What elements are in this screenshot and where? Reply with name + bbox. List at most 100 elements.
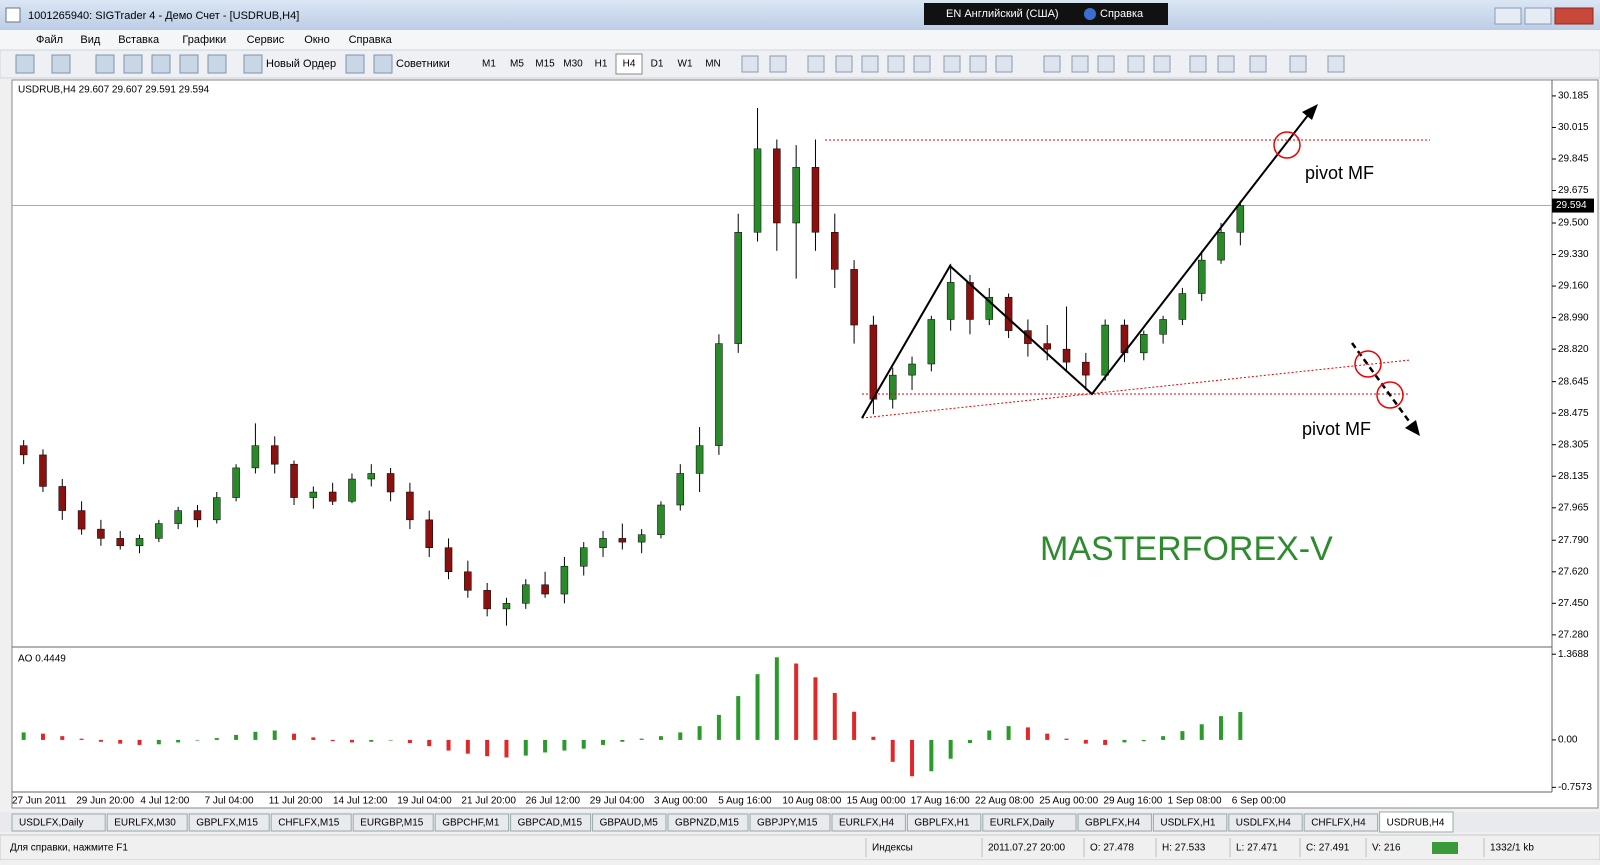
language[interactable]: EN Английский (США) (946, 8, 1059, 20)
tab[interactable] (831, 813, 906, 832)
minimize[interactable] (1494, 7, 1522, 25)
toolbar-icon[interactable] (95, 54, 115, 74)
tab-label[interactable]: EURLFX,M30 (114, 818, 176, 829)
menu-item[interactable]: Окно (304, 34, 330, 46)
tab-label[interactable]: USDLFX,Daily (19, 818, 83, 829)
tab[interactable] (188, 813, 270, 832)
tab-label[interactable]: GBPCHF,M1 (442, 818, 500, 829)
toolbar-icon[interactable] (123, 54, 143, 74)
y-tick-label: -0.7573 (1558, 782, 1592, 793)
menu-item[interactable]: Сервис (247, 34, 285, 46)
tab[interactable] (592, 813, 667, 832)
toolbar-icon[interactable] (1097, 55, 1115, 73)
experts[interactable]: Советники (396, 58, 450, 70)
tab-label[interactable]: EURGBP,M15 (360, 818, 424, 829)
timeframe[interactable]: D1 (651, 59, 664, 70)
tab[interactable] (106, 813, 188, 832)
tab-label[interactable]: CHFLFX,M15 (278, 818, 340, 829)
tab-label[interactable]: USDLFX,H4 (1236, 818, 1291, 829)
menu-item[interactable]: Файл (36, 34, 63, 46)
tab-label[interactable]: GBPLFX,H4 (1085, 818, 1140, 829)
toolbar-icon[interactable] (1071, 55, 1089, 73)
toolbar-icon[interactable] (1153, 55, 1171, 73)
tab[interactable] (1077, 813, 1152, 832)
toolbar-icon[interactable] (861, 55, 879, 73)
tab[interactable] (906, 813, 982, 832)
toolbar-icon[interactable] (969, 55, 987, 73)
tab-label[interactable]: USDLFX,H1 (1160, 818, 1215, 829)
toolbar-icon[interactable] (151, 54, 171, 74)
toolbar-icon[interactable] (1289, 55, 1307, 73)
toolbar-icon[interactable] (769, 55, 787, 73)
ao-bar (890, 739, 895, 762)
toolbar-icon[interactable] (15, 54, 35, 74)
timeframe[interactable]: M1 (482, 59, 496, 70)
tab[interactable] (510, 813, 592, 832)
help-icon[interactable] (1084, 8, 1096, 20)
toolbar-icon[interactable] (373, 54, 393, 74)
timeframe[interactable]: W1 (678, 59, 693, 70)
timeframe[interactable]: M30 (563, 59, 583, 70)
tab[interactable] (1228, 813, 1303, 832)
tab-label[interactable]: EURLFX,Daily (990, 818, 1054, 829)
y-tick-label: 29.160 (1558, 281, 1589, 292)
tab-label[interactable]: GBPCAD,M15 (518, 818, 583, 829)
tab[interactable] (11, 813, 106, 832)
toolbar-icon[interactable] (1217, 55, 1235, 73)
toolbar-icon[interactable] (1249, 55, 1267, 73)
tab[interactable] (352, 813, 434, 832)
tab-label[interactable]: GBPAUD,M5 (600, 818, 659, 829)
toolbar-icon[interactable] (1043, 55, 1061, 73)
toolbar-icon[interactable] (943, 55, 961, 73)
toolbar-icon[interactable] (179, 54, 199, 74)
tab-label[interactable]: GBPNZD,M15 (675, 818, 739, 829)
tab[interactable] (1303, 813, 1379, 832)
menu-item[interactable]: Графики (182, 34, 226, 46)
tab-label[interactable]: CHFLFX,H4 (1311, 818, 1366, 829)
tab-label[interactable]: GBPLFX,M15 (196, 818, 258, 829)
toolbar-icon[interactable] (887, 55, 905, 73)
timeframe[interactable]: H4 (623, 59, 636, 70)
toolbar-icon[interactable] (1189, 55, 1207, 73)
new-order[interactable]: Новый Ордер (266, 58, 336, 70)
menu-item[interactable]: Справка (349, 34, 393, 46)
y-tick-label: 28.475 (1558, 408, 1589, 419)
tab[interactable] (1379, 811, 1454, 833)
timeframe[interactable]: H1 (595, 59, 608, 70)
menu-item[interactable]: Вид (80, 34, 100, 46)
toolbar-icon[interactable] (807, 55, 825, 73)
toolbar-icon[interactable] (995, 55, 1013, 73)
tab-label[interactable]: EURLFX,H4 (839, 818, 894, 829)
toolbar-icon[interactable] (51, 54, 71, 74)
tab[interactable] (982, 813, 1077, 832)
toolbar-icon[interactable] (243, 54, 263, 74)
chart-window (11, 79, 1599, 809)
toolbar-icon[interactable] (741, 55, 759, 73)
toolbar-icon[interactable] (835, 55, 853, 73)
toolbar-icon[interactable] (1327, 55, 1345, 73)
candle-body (348, 478, 356, 502)
tab[interactable] (1152, 813, 1228, 832)
help[interactable]: Справка (1100, 8, 1144, 20)
toolbar-icon[interactable] (1127, 55, 1145, 73)
toolbar-icon[interactable] (345, 54, 365, 74)
timeframe[interactable]: MN (705, 59, 721, 70)
tab[interactable] (667, 813, 749, 832)
ao-bar (1199, 724, 1204, 740)
tab-label[interactable]: GBPLFX,H1 (914, 818, 969, 829)
toolbar-icon[interactable] (913, 55, 931, 73)
tab[interactable] (749, 813, 831, 832)
candle-body (1159, 319, 1167, 335)
tab-label[interactable]: GBPJPY,M15 (757, 818, 818, 829)
tab[interactable] (434, 813, 510, 832)
ao-bar (562, 739, 567, 751)
close[interactable] (1554, 7, 1594, 25)
timeframe[interactable]: M5 (510, 59, 524, 70)
timeframe[interactable]: M15 (535, 59, 555, 70)
ao-bar (601, 739, 606, 745)
tab-label[interactable]: USDRUB,H4 (1387, 818, 1445, 829)
menu-item[interactable]: Вставка (118, 34, 160, 46)
toolbar-icon[interactable] (207, 54, 227, 74)
maximize[interactable] (1524, 7, 1552, 25)
tab[interactable] (270, 813, 352, 832)
